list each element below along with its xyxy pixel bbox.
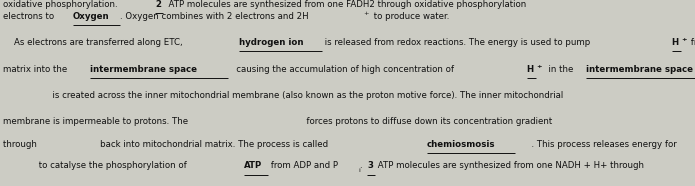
Text: As electrons are transferred along ETC,: As electrons are transferred along ETC, xyxy=(3,38,186,47)
Text: from ADP and P: from ADP and P xyxy=(268,161,338,170)
Text: chemiosmosis: chemiosmosis xyxy=(427,140,495,149)
Text: causing the accumulation of high concentration of: causing the accumulation of high concent… xyxy=(228,65,459,74)
Text: 3: 3 xyxy=(368,161,373,170)
Text: +: + xyxy=(363,10,369,15)
Text: is released from redox reactions. The energy is used to pump: is released from redox reactions. The en… xyxy=(322,38,593,47)
Text: is created across the inner mitochondrial membrane (also known as the proton mot: is created across the inner mitochondria… xyxy=(3,91,564,100)
Text: .: . xyxy=(361,161,366,170)
Text: 2: 2 xyxy=(155,0,161,9)
Text: +: + xyxy=(536,63,541,68)
Text: ATP: ATP xyxy=(244,161,263,170)
Text: H: H xyxy=(527,65,534,74)
Text: i: i xyxy=(358,168,360,173)
Text: to produce water.: to produce water. xyxy=(370,12,449,21)
Text: ATP molecules are synthesized from one FADH2 through oxidative phosphorylation: ATP molecules are synthesized from one F… xyxy=(163,0,526,9)
Text: . This process releases energy for: . This process releases energy for xyxy=(515,140,677,149)
Text: hydrogen ion: hydrogen ion xyxy=(239,38,303,47)
Text: . Oxygen combines with 2 electrons and 2H: . Oxygen combines with 2 electrons and 2… xyxy=(120,12,309,21)
Text: matrix into the: matrix into the xyxy=(3,65,70,74)
Text: to catalyse the phosphorylation of: to catalyse the phosphorylation of xyxy=(3,161,190,170)
Text: in the: in the xyxy=(543,65,576,74)
Text: H: H xyxy=(671,38,679,47)
Text: Oxygen: Oxygen xyxy=(73,12,110,21)
Text: electrons to: electrons to xyxy=(3,12,58,21)
Text: +: + xyxy=(681,36,687,41)
Text: membrane is impermeable to protons. The                                         : membrane is impermeable to protons. The xyxy=(3,117,553,126)
Text: intermembrane space: intermembrane space xyxy=(586,65,693,74)
Text: intermembrane space: intermembrane space xyxy=(90,65,197,74)
Text: ATP molecules are synthesized from one NADH + H+ through: ATP molecules are synthesized from one N… xyxy=(375,161,644,170)
Text: oxidative phosphorylation.: oxidative phosphorylation. xyxy=(3,0,121,9)
Text: from mitochondrial: from mitochondrial xyxy=(688,38,695,47)
Text: through                       back into mitochondrial matrix. The process is cal: through back into mitochondrial matrix. … xyxy=(3,140,332,149)
